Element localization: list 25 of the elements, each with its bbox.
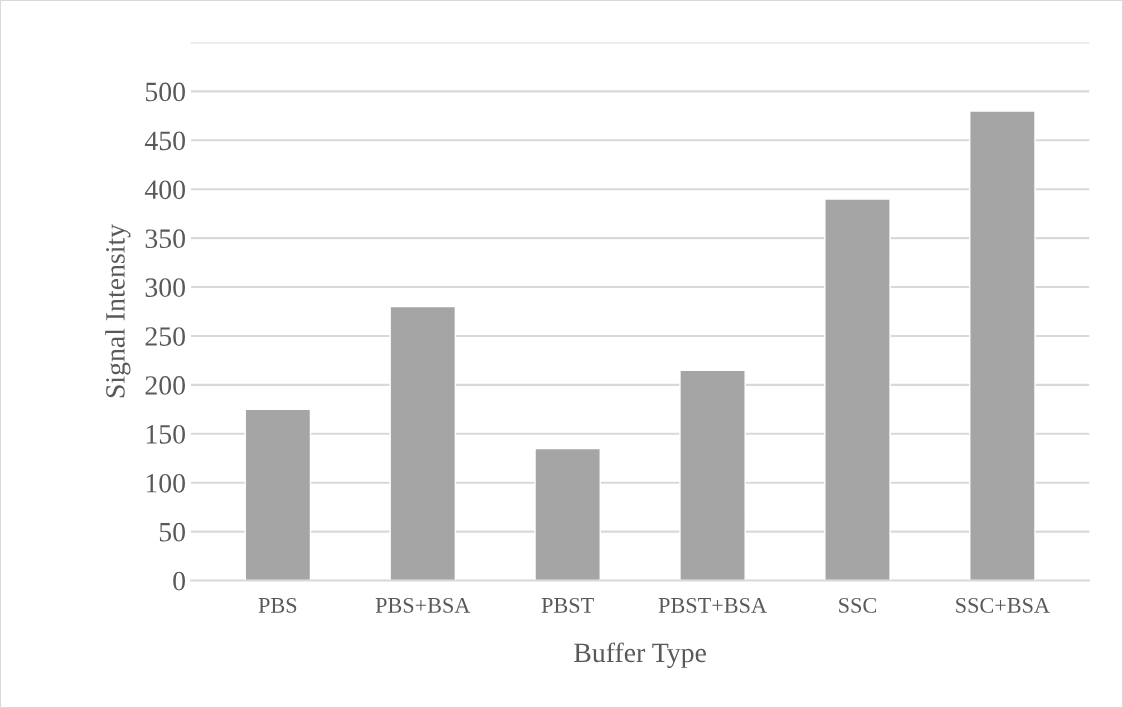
y-tick-label: 150 xyxy=(146,424,185,444)
y-tick-label: 500 xyxy=(146,82,185,102)
bar xyxy=(389,305,457,581)
y-tick-label: 100 xyxy=(146,473,185,493)
y-tick-label: 300 xyxy=(145,278,185,297)
y-tick-label: 250 xyxy=(145,327,185,346)
y-tick-label: 350 xyxy=(145,229,185,249)
y-tick-label: 200 xyxy=(145,376,185,395)
x-tick-label: SSC xyxy=(839,597,877,613)
y-axis-title: Signal Intensity xyxy=(105,224,131,398)
bar xyxy=(969,110,1036,581)
x-tick-label: SSC+BSA xyxy=(956,597,1050,613)
bar xyxy=(244,408,312,581)
bar xyxy=(679,369,746,581)
bar xyxy=(824,198,891,581)
x-tick-label: PBST xyxy=(541,597,594,613)
y-tick-label: 0 xyxy=(173,571,185,591)
x-tick-label: PBS+BSA xyxy=(375,597,471,613)
x-tick-label: PBS xyxy=(258,597,297,613)
y-tick-label: 450 xyxy=(144,131,185,151)
y-tick-label: 50 xyxy=(159,522,185,542)
x-tick-label: PBST+BSA xyxy=(658,597,767,613)
bar xyxy=(534,447,601,581)
x-axis-title: Buffer Type xyxy=(574,642,706,668)
y-tick-label: 400 xyxy=(144,180,185,200)
